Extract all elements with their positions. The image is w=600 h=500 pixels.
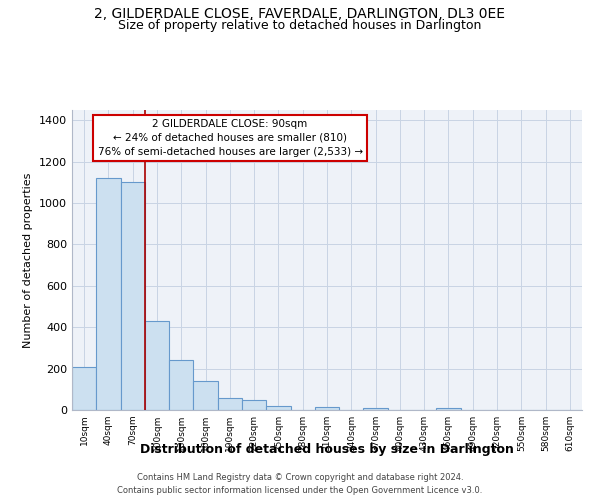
Bar — [121, 182, 145, 410]
Bar — [436, 408, 461, 410]
Bar — [218, 398, 242, 410]
Bar — [242, 400, 266, 410]
Text: Distribution of detached houses by size in Darlington: Distribution of detached houses by size … — [140, 442, 514, 456]
Text: Contains HM Land Registry data © Crown copyright and database right 2024.
Contai: Contains HM Land Registry data © Crown c… — [118, 474, 482, 495]
Text: 2 GILDERDALE CLOSE: 90sqm
← 24% of detached houses are smaller (810)
76% of semi: 2 GILDERDALE CLOSE: 90sqm ← 24% of detac… — [98, 119, 362, 157]
Bar — [315, 407, 339, 410]
Bar — [193, 381, 218, 410]
Bar — [266, 406, 290, 410]
Bar — [364, 408, 388, 410]
Bar — [145, 321, 169, 410]
Bar — [169, 360, 193, 410]
Text: Size of property relative to detached houses in Darlington: Size of property relative to detached ho… — [118, 18, 482, 32]
Y-axis label: Number of detached properties: Number of detached properties — [23, 172, 34, 348]
Bar — [96, 178, 121, 410]
Text: 2, GILDERDALE CLOSE, FAVERDALE, DARLINGTON, DL3 0EE: 2, GILDERDALE CLOSE, FAVERDALE, DARLINGT… — [95, 8, 505, 22]
Bar — [72, 366, 96, 410]
